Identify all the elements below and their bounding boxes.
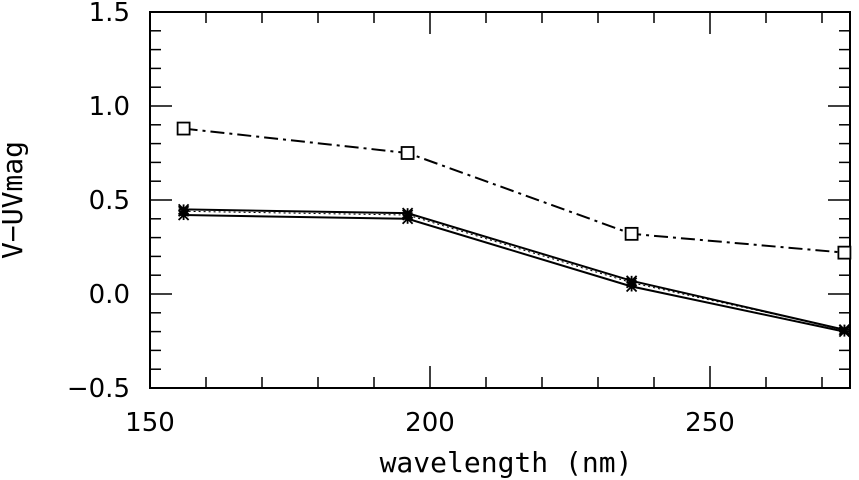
y-tick-label: −0.5 (67, 374, 130, 404)
x-tick-label: 150 (125, 408, 175, 438)
square-marker (400, 146, 415, 160)
y-tick-label: 1.5 (89, 0, 130, 28)
asterisk-marker (177, 209, 190, 221)
y-tick-label: 0.5 (89, 186, 130, 216)
y-tick-label: 0.0 (89, 280, 130, 310)
x-tick-label: 250 (685, 408, 735, 438)
series-line (183, 214, 845, 333)
square-marker (837, 245, 852, 260)
y-tick-label: 1.0 (89, 92, 130, 122)
series-line (183, 210, 845, 331)
asterisk-stroke (625, 280, 638, 293)
asterisk-marker (401, 213, 414, 225)
square-marker (624, 226, 639, 241)
asterisk-stroke (838, 325, 851, 338)
asterisk-marker (625, 280, 638, 293)
asterisk-stroke (401, 213, 414, 225)
tick-labels: 150 200 250 −0.5 0.0 0.5 1.0 1.5 (67, 0, 735, 438)
x-axis-title: wavelength (nm) (380, 446, 633, 479)
plot-frame (149, 11, 851, 389)
asterisk-stroke (177, 209, 190, 221)
series-line (183, 127, 845, 254)
series-layer (176, 121, 852, 338)
asterisk-marker (838, 325, 851, 338)
axis-ticks (149, 11, 850, 389)
y-axis-title: V−UVmag (0, 141, 29, 259)
series-line (183, 208, 845, 331)
x-tick-label: 200 (405, 408, 455, 438)
square-marker (176, 121, 191, 136)
